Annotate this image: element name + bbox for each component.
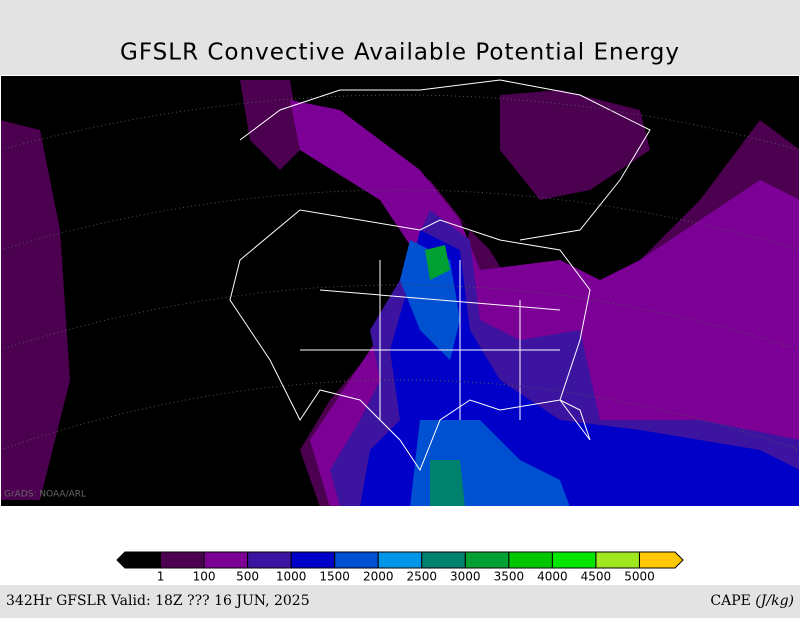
colorbar-label: 2000 xyxy=(363,570,394,584)
colorbar-swatch xyxy=(595,551,640,569)
unit: (J/kg) xyxy=(755,593,794,609)
colorbar-swatch xyxy=(203,551,249,569)
colorbar-swatch xyxy=(160,551,205,569)
colorbar-label: 1500 xyxy=(319,570,350,584)
colorbar-swatch xyxy=(551,551,597,569)
footer-band xyxy=(0,585,800,618)
unit-name: CAPE xyxy=(710,593,750,609)
colorbar-swatch xyxy=(421,551,466,569)
colorbar-swatch xyxy=(247,551,292,569)
header-band xyxy=(0,0,800,75)
colorbar-swatch xyxy=(464,551,510,569)
colorbar-label: 3000 xyxy=(450,570,481,584)
colorbar-label: 100 xyxy=(193,570,216,584)
colorbar-swatch xyxy=(334,551,379,569)
colorbar-swatch xyxy=(290,551,336,569)
colorbar: 1 100 500 1000 1500 2000 2500 3000 3500 4000 4500 5… xyxy=(116,551,684,584)
colorbar-label: 5000 xyxy=(624,570,655,584)
colorbar-swatch xyxy=(508,551,553,569)
colorbar-label: 1000 xyxy=(276,570,307,584)
footer-valid: 342Hr GFSLR Valid: 18Z ??? 16 JUN, 2025 xyxy=(6,593,310,609)
footer-unit: CAPE (J/kg) xyxy=(710,593,794,609)
colorbar-swatch xyxy=(116,551,162,569)
colorbar-label: 500 xyxy=(236,570,259,584)
colorbar-label: 2500 xyxy=(406,570,437,584)
map: GrADS: NOAA/ARL xyxy=(0,75,800,507)
title: GFSLR Convective Available Potential Ene… xyxy=(120,40,680,66)
colorbar-label: 1 xyxy=(157,570,165,584)
colorbar-label: 3500 xyxy=(494,570,525,584)
colorbar-label: 4000 xyxy=(537,570,568,584)
colorbar-label: 4500 xyxy=(581,570,612,584)
colorbar-swatch xyxy=(638,551,684,569)
watermark: GrADS: NOAA/ARL xyxy=(4,490,86,500)
colorbar-swatch xyxy=(377,551,423,569)
